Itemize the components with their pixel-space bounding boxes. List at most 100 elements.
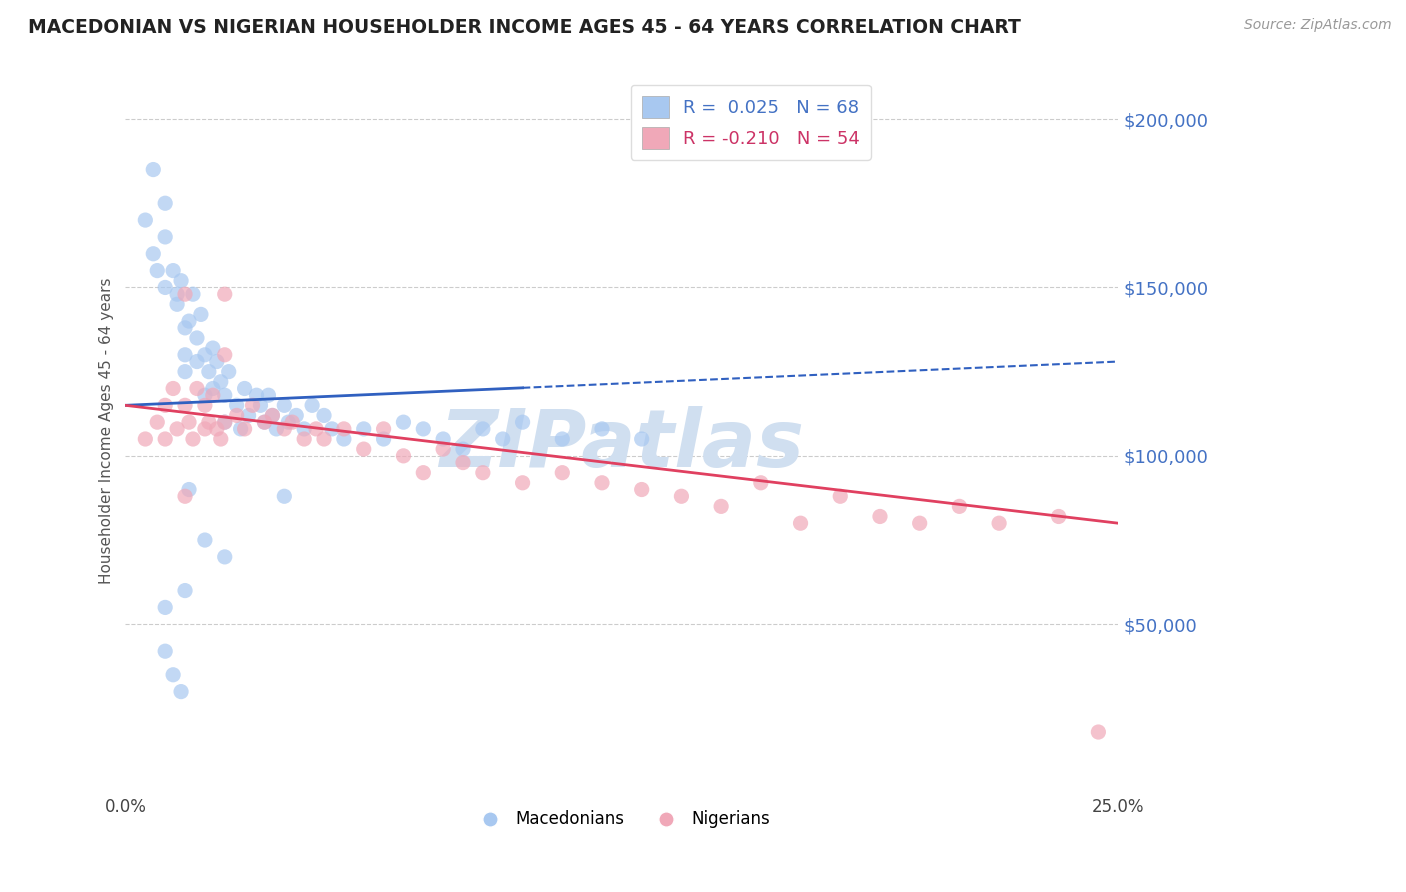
Point bbox=[266, 422, 288, 436]
Point bbox=[869, 509, 891, 524]
Point bbox=[134, 432, 156, 446]
Point bbox=[285, 409, 308, 423]
Point bbox=[174, 365, 197, 379]
Point bbox=[162, 263, 184, 277]
Point bbox=[238, 409, 260, 423]
Point bbox=[245, 388, 267, 402]
Y-axis label: Householder Income Ages 45 - 64 years: Householder Income Ages 45 - 64 years bbox=[100, 277, 114, 584]
Point bbox=[630, 483, 652, 497]
Point bbox=[392, 415, 415, 429]
Point bbox=[214, 415, 236, 429]
Point bbox=[591, 422, 613, 436]
Point bbox=[134, 213, 156, 227]
Point bbox=[198, 365, 221, 379]
Point bbox=[142, 162, 165, 177]
Point bbox=[512, 475, 534, 490]
Point bbox=[710, 500, 733, 514]
Point bbox=[153, 644, 176, 658]
Point bbox=[273, 398, 295, 412]
Point bbox=[162, 667, 184, 681]
Point bbox=[186, 331, 208, 345]
Point bbox=[273, 422, 295, 436]
Point bbox=[177, 415, 200, 429]
Text: Source: ZipAtlas.com: Source: ZipAtlas.com bbox=[1244, 18, 1392, 32]
Point bbox=[201, 388, 224, 402]
Point bbox=[451, 442, 474, 456]
Point bbox=[312, 432, 335, 446]
Point bbox=[153, 398, 176, 412]
Legend: Macedonians, Nigerians: Macedonians, Nigerians bbox=[467, 804, 776, 835]
Point bbox=[262, 409, 284, 423]
Point bbox=[201, 382, 224, 396]
Point bbox=[321, 422, 343, 436]
Point bbox=[170, 684, 193, 698]
Point bbox=[174, 583, 197, 598]
Point bbox=[908, 516, 931, 531]
Point bbox=[948, 500, 970, 514]
Point bbox=[218, 365, 240, 379]
Point bbox=[174, 348, 197, 362]
Text: ZIPatlas: ZIPatlas bbox=[439, 406, 804, 484]
Point bbox=[273, 489, 295, 503]
Point bbox=[353, 442, 375, 456]
Point bbox=[281, 415, 304, 429]
Point bbox=[471, 466, 494, 480]
Point bbox=[312, 409, 335, 423]
Point bbox=[373, 432, 395, 446]
Point bbox=[194, 422, 217, 436]
Point bbox=[512, 415, 534, 429]
Point bbox=[162, 382, 184, 396]
Point bbox=[333, 422, 356, 436]
Point bbox=[292, 422, 315, 436]
Point bbox=[233, 422, 256, 436]
Point bbox=[988, 516, 1011, 531]
Point bbox=[209, 432, 232, 446]
Point bbox=[194, 348, 217, 362]
Point bbox=[166, 287, 188, 301]
Point bbox=[789, 516, 811, 531]
Point bbox=[142, 246, 165, 260]
Point bbox=[301, 398, 323, 412]
Point bbox=[153, 600, 176, 615]
Point bbox=[214, 287, 236, 301]
Point bbox=[305, 422, 328, 436]
Point bbox=[262, 409, 284, 423]
Point bbox=[194, 388, 217, 402]
Point bbox=[830, 489, 852, 503]
Point bbox=[186, 354, 208, 368]
Point bbox=[153, 432, 176, 446]
Point bbox=[153, 280, 176, 294]
Point bbox=[432, 442, 454, 456]
Point bbox=[177, 314, 200, 328]
Point bbox=[174, 287, 197, 301]
Point bbox=[253, 415, 276, 429]
Point bbox=[292, 432, 315, 446]
Point bbox=[353, 422, 375, 436]
Point bbox=[277, 415, 299, 429]
Point bbox=[471, 422, 494, 436]
Point bbox=[209, 375, 232, 389]
Point bbox=[392, 449, 415, 463]
Point bbox=[591, 475, 613, 490]
Point bbox=[174, 398, 197, 412]
Point bbox=[146, 415, 169, 429]
Point bbox=[198, 415, 221, 429]
Point bbox=[373, 422, 395, 436]
Text: MACEDONIAN VS NIGERIAN HOUSEHOLDER INCOME AGES 45 - 64 YEARS CORRELATION CHART: MACEDONIAN VS NIGERIAN HOUSEHOLDER INCOM… bbox=[28, 18, 1021, 37]
Point bbox=[671, 489, 693, 503]
Point bbox=[181, 287, 204, 301]
Point bbox=[153, 230, 176, 244]
Point bbox=[451, 456, 474, 470]
Point bbox=[551, 466, 574, 480]
Point bbox=[153, 196, 176, 211]
Point bbox=[257, 388, 280, 402]
Point bbox=[214, 388, 236, 402]
Point bbox=[205, 354, 228, 368]
Point bbox=[492, 432, 515, 446]
Point bbox=[225, 398, 247, 412]
Point bbox=[551, 432, 574, 446]
Point bbox=[214, 549, 236, 564]
Point bbox=[749, 475, 772, 490]
Point bbox=[194, 398, 217, 412]
Point bbox=[186, 382, 208, 396]
